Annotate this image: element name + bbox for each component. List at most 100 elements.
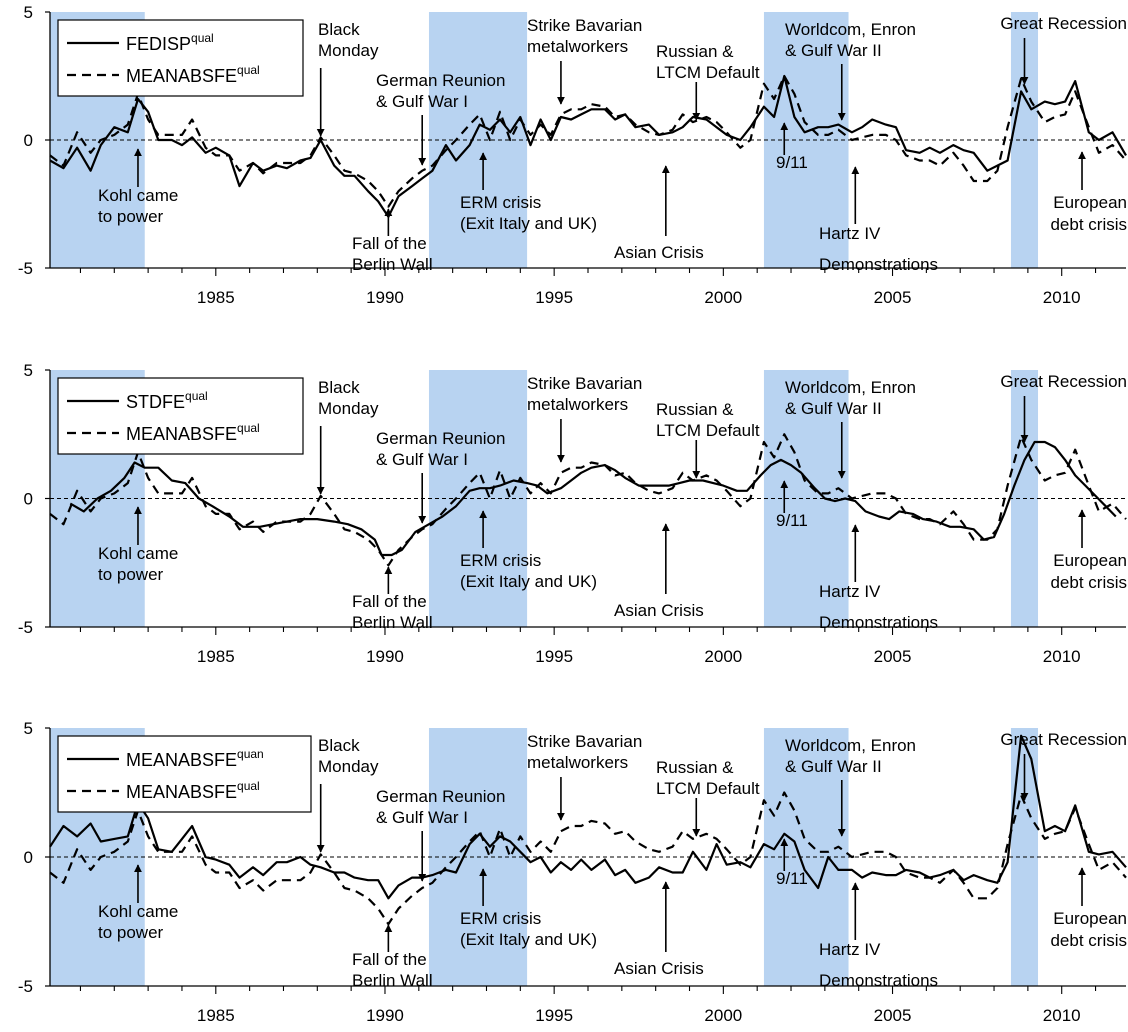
x-tick-label: 1990 (366, 288, 404, 307)
annotation-label: Berlin Wall (352, 971, 433, 990)
annotation-label: & Gulf War I (376, 450, 468, 469)
x-tick-label: 1995 (535, 288, 573, 307)
x-tick-label: 1990 (366, 1006, 404, 1025)
legend-label: MEANABSFEqual (126, 421, 260, 444)
annotation-label: to power (98, 923, 164, 942)
annotation-label: Strike Bavarian (527, 16, 642, 35)
y-tick-label: -5 (18, 259, 33, 278)
legend-label: MEANABSFEquan (126, 747, 264, 770)
annotation: German Reunion & Gulf War I (376, 429, 505, 524)
annotation: Worldcom, Enron & Gulf War II (785, 20, 916, 121)
annotation-label: & Gulf War II (785, 41, 882, 60)
annotation-label: Great Recession (1000, 372, 1127, 391)
legend-box (57, 377, 304, 455)
annotation-label: Worldcom, Enron (785, 378, 916, 397)
annotation-label: metalworkers (527, 753, 628, 772)
annotation-label: Great Recession (1000, 14, 1127, 33)
annotation-label: European (1053, 193, 1127, 212)
annotation-label: Fall of the (352, 950, 427, 969)
annotation-label: to power (98, 207, 164, 226)
annotation: ERM crisis (Exit Italy and UK) (460, 152, 597, 233)
y-tick-label: 0 (24, 131, 33, 150)
x-tick-label: 2010 (1043, 647, 1081, 666)
y-tick-label: -5 (18, 977, 33, 996)
annotation-label: Black (318, 20, 360, 39)
annotation-label: Worldcom, Enron (785, 736, 916, 755)
annotation: Hartz IV Demonstrations (819, 166, 938, 274)
y-tick-label: 5 (24, 719, 33, 738)
annotation: Russian & LTCM Default (656, 758, 760, 837)
annotation-label: German Reunion (376, 429, 505, 448)
annotation: Great Recession (1000, 14, 1127, 85)
annotation-label: ERM crisis (460, 909, 541, 928)
annotation: Asian Crisis (614, 881, 704, 978)
annotation: Strike Bavarian metalworkers (527, 16, 642, 105)
y-tick-label: 5 (24, 3, 33, 22)
annotation-label: LTCM Default (656, 779, 760, 798)
annotation-label: ERM crisis (460, 193, 541, 212)
annotation: ERM crisis (Exit Italy and UK) (460, 868, 597, 949)
annotation-label: (Exit Italy and UK) (460, 572, 597, 591)
annotation-label: to power (98, 565, 164, 584)
annotation-label: German Reunion (376, 787, 505, 806)
annotation-label: 9/11 (776, 869, 808, 888)
annotation: German Reunion & Gulf War I (376, 71, 505, 166)
legend-box (57, 735, 312, 813)
annotation-label: Strike Bavarian (527, 732, 642, 751)
legend-box (57, 19, 304, 97)
x-tick-label: 1985 (197, 288, 235, 307)
x-tick-label: 1990 (366, 647, 404, 666)
x-tick-label: 1985 (197, 1006, 235, 1025)
annotation-label: Russian & (656, 42, 734, 61)
annotation-label: European (1053, 551, 1127, 570)
annotation: Hartz IV Demonstrations (819, 524, 938, 632)
annotation-label: & Gulf War I (376, 808, 468, 827)
annotation-label: Demonstrations (819, 613, 938, 632)
annotation-label: Berlin Wall (352, 255, 433, 274)
annotation-label: Asian Crisis (614, 601, 704, 620)
legend-label: STDFEqual (126, 389, 208, 412)
panel-fedisp: -5 0 5 1985 1990 1995 2000 2005 2010 FEDISPqual ME… (18, 3, 1127, 307)
annotation-label: Hartz IV (819, 582, 881, 601)
annotation-label: Monday (318, 757, 379, 776)
legend-label: FEDISPqual (126, 31, 214, 54)
annotation: Fall of the Berlin Wall (352, 208, 433, 274)
annotation-label: Berlin Wall (352, 613, 433, 632)
annotation-label: Russian & (656, 400, 734, 419)
annotation: German Reunion & Gulf War I (376, 787, 505, 882)
annotation: Strike Bavarian metalworkers (527, 374, 642, 463)
annotation-label: LTCM Default (656, 63, 760, 82)
y-tick-label: -5 (18, 618, 33, 637)
annotation: European debt crisis (1050, 867, 1127, 950)
annotation: European debt crisis (1050, 509, 1127, 592)
annotation-label: Hartz IV (819, 224, 881, 243)
x-tick-label: 2010 (1043, 1006, 1081, 1025)
annotation-label: debt crisis (1050, 931, 1127, 950)
legend: STDFEqual MEANABSFEqual (57, 377, 304, 455)
y-tick-label: 5 (24, 361, 33, 380)
annotation-label: Asian Crisis (614, 959, 704, 978)
annotation-label: ERM crisis (460, 551, 541, 570)
annotation-label: Asian Crisis (614, 243, 704, 262)
annotation-label: & Gulf War II (785, 757, 882, 776)
annotation-label: German Reunion (376, 71, 505, 90)
annotation: Asian Crisis (614, 165, 704, 262)
annotation-label: debt crisis (1050, 215, 1127, 234)
annotation: Great Recession (1000, 730, 1127, 801)
x-tick-label: 2005 (874, 288, 912, 307)
legend: FEDISPqual MEANABSFEqual (57, 19, 304, 97)
annotation-label: Worldcom, Enron (785, 20, 916, 39)
annotation-label: Kohl came (98, 544, 178, 563)
annotation-label: Demonstrations (819, 255, 938, 274)
annotation: Kohl came to power (98, 148, 178, 226)
x-tick-label: 1985 (197, 647, 235, 666)
annotation-label: LTCM Default (656, 421, 760, 440)
panel-stdfe: -5 0 5 1985 1990 1995 2000 2005 2010 STDFEqual MEA… (18, 361, 1127, 666)
annotation-label: Hartz IV (819, 940, 881, 959)
annotation-label: Great Recession (1000, 730, 1127, 749)
annotation-label: & Gulf War I (376, 92, 468, 111)
annotation: Black Monday (316, 20, 379, 137)
x-tick-label: 1995 (535, 647, 573, 666)
annotation: Fall of the Berlin Wall (352, 924, 433, 990)
legend: MEANABSFEquan MEANABSFEqual (57, 735, 312, 813)
